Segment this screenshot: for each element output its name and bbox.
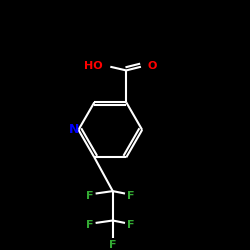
- Text: HO: HO: [84, 60, 103, 70]
- Text: F: F: [128, 220, 135, 230]
- Text: F: F: [109, 240, 116, 250]
- Text: N: N: [69, 123, 79, 136]
- Text: O: O: [147, 60, 156, 70]
- Text: F: F: [128, 191, 135, 201]
- Text: F: F: [86, 191, 93, 201]
- Text: F: F: [86, 220, 93, 230]
